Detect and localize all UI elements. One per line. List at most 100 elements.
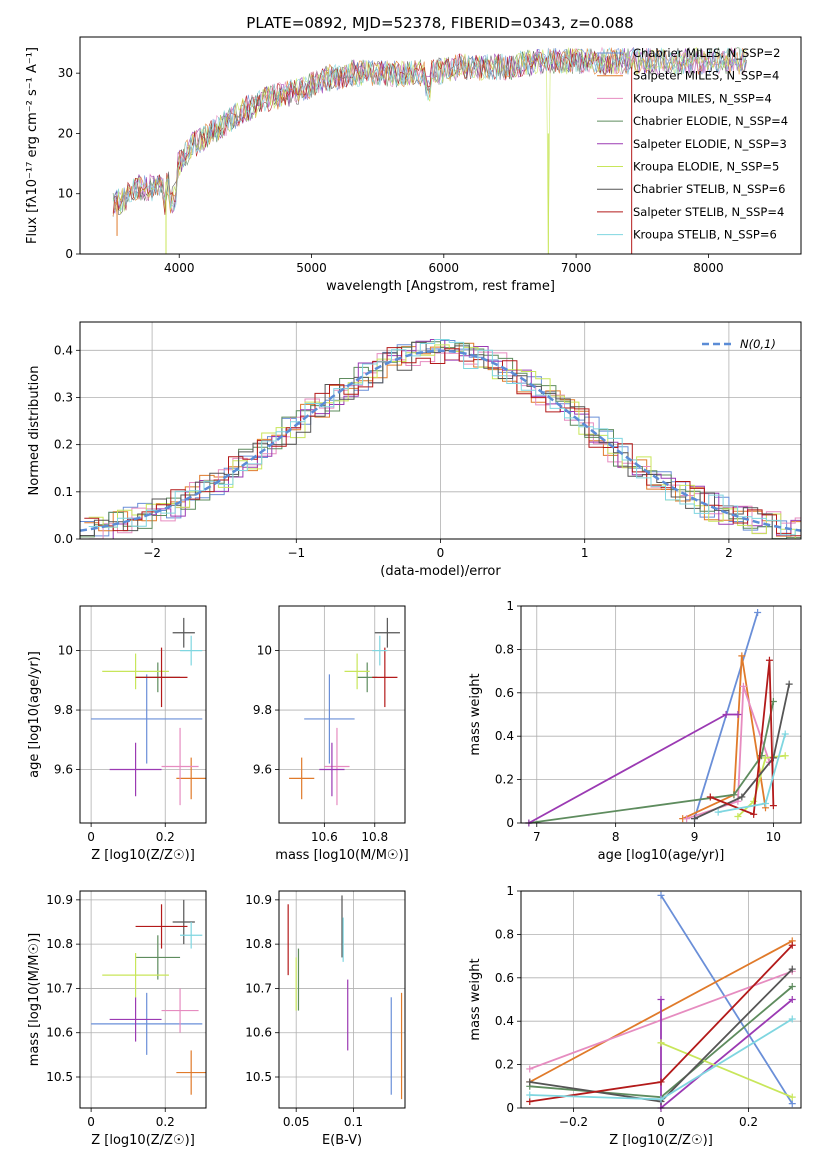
weight-point [526,1091,534,1099]
normal-curve [79,349,802,532]
histogram-series [88,344,801,540]
plot-frame [79,890,207,1109]
weight-vs-metallicity-panel: −0.2 0 0.2 0 0.2 0.4 0.6 0.8 1 Z [log10(Z/Z☉)] mas… [468,884,802,1148]
weight-point [769,802,777,810]
weight-point [734,812,742,820]
weight-point [657,996,665,1003]
x-tick-label: 4000 [164,261,195,275]
weight-point [762,799,770,807]
x-tick-label: 2 [725,546,733,560]
y-axis-label: mass [log10(M/M☉)] [27,933,42,1066]
weight-point [714,808,722,816]
x-tick-label: 0 [87,830,95,844]
legend-entry: Chabrier ELODIE, N_SSP=4 [633,114,788,128]
y-tick-label: 0.6 [495,686,514,700]
x-tick-label: 6000 [429,261,460,275]
x-axis-label: age [log10(age/yr)] [598,848,725,863]
plot-frame [520,890,802,1109]
weight-point [765,656,773,664]
x-tick-label: 8 [612,830,620,844]
weight-point [788,1015,796,1023]
weight-point [788,982,796,990]
mass-vs-metallicity-panel: 0 0.2 10.5 10.6 10.7 10.8 10.9 Z [log10(Z/Z☉)] m… [27,890,207,1148]
x-tick-label: −1 [287,546,305,560]
y-tick-label: 9.8 [253,703,272,717]
weight-point [754,609,762,617]
spectrum-panel: 4000 5000 6000 7000 8000 0 10 20 30 wavelength [A… [25,36,802,294]
weight-point [788,1100,796,1108]
y-axis-label: Flux [fλ10⁻¹⁷ erg cm⁻² s⁻¹ A⁻¹] [25,47,40,244]
weight-point [769,754,777,762]
x-axis-label: E(B-V) [322,1133,362,1148]
plot-frame [79,321,802,540]
spectrum-line [112,46,747,214]
y-axis-label: mass weight [468,958,483,1040]
weight-point [691,815,699,823]
weight-line [709,660,775,816]
y-tick-label: 0.4 [495,729,514,743]
x-axis-label: mass [log10(M/M☉)] [275,848,408,863]
x-axis-label: (data-model)/error [380,564,501,579]
weight-line [528,701,775,824]
y-tick-label: 10.9 [46,893,73,907]
weight-point [683,815,691,823]
y-tick-label: 9.6 [253,762,272,776]
weight-point [788,965,796,973]
x-tick-label: 10 [766,830,781,844]
weight-point [750,810,758,818]
weight-line [660,998,793,1110]
y-tick-label: 10.8 [245,937,272,951]
mass-vs-extinction-panel: 0.05 0.1 10.5 10.6 10.7 10.8 10.9 E(B-V) [245,890,406,1148]
x-axis-label: wavelength [Angstrom, rest frame] [326,279,555,294]
legend-entry: Kroupa ELODIE, N_SSP=5 [633,160,779,174]
x-tick-label: 0.1 [344,1115,363,1129]
y-tick-label: 0 [506,816,514,830]
y-tick-label: 0 [65,247,73,261]
residuals-panel: −2 −1 0 1 2 0.0 0.1 0.2 0.3 0.4 (data-model)/error… [27,321,802,579]
x-tick-label: 1 [581,546,589,560]
x-tick-label: 0 [437,546,445,560]
y-tick-label: 10.6 [46,1026,73,1040]
legend-entry: Kroupa STELIB, N_SSP=6 [633,228,777,242]
plot-frame [79,605,207,824]
y-tick-label: 9.6 [54,762,73,776]
weight-point [657,891,665,899]
weight-point [526,1078,534,1086]
x-axis-label: Z [log10(Z/Z☉)] [609,1133,713,1148]
weight-point [785,680,793,688]
weight-point [722,711,730,718]
y-tick-label: 20 [58,126,73,140]
y-tick-label: 0 [506,1101,514,1115]
y-tick-label: 10.5 [245,1070,272,1084]
age-vs-mass-panel: 10.6 10.8 9.6 9.8 10 mass [log10(M/M☉)] [253,605,409,863]
x-tick-label: 0.2 [156,1115,175,1129]
legend-entry: Chabrier STELIB, N_SSP=6 [633,182,785,196]
y-tick-label: 0.2 [54,438,73,452]
weight-point [762,754,770,762]
weight-point [750,797,758,805]
weight-point [738,793,746,801]
y-tick-label: 9.8 [54,703,73,717]
y-tick-label: 10.9 [245,893,272,907]
y-tick-label: 0.3 [54,390,73,404]
plot-frame [79,36,802,255]
y-tick-label: 0.0 [54,532,73,546]
legend-entry: N(0,1) [740,337,776,351]
y-axis-label: Normed distribution [27,366,42,496]
x-tick-label: 0.2 [739,1115,758,1129]
weight-point [739,682,747,690]
x-tick-label: 7000 [561,261,592,275]
y-tick-label: 1 [506,884,514,898]
y-tick-label: 1 [506,599,514,613]
y-tick-label: 0.2 [495,1058,514,1072]
x-tick-label: 10.6 [311,830,338,844]
weight-point [730,791,738,799]
y-tick-label: 10.7 [245,981,272,995]
x-axis-label: Z [log10(Z/Z☉)] [91,1133,195,1148]
weight-line [737,754,786,818]
y-tick-label: 10.7 [46,981,73,995]
weight-point [526,1097,534,1105]
x-tick-label: 10.8 [361,830,388,844]
legend-entry: Chabrier MILES, N_SSP=2 [633,46,780,60]
y-tick-label: 10.5 [46,1070,73,1084]
